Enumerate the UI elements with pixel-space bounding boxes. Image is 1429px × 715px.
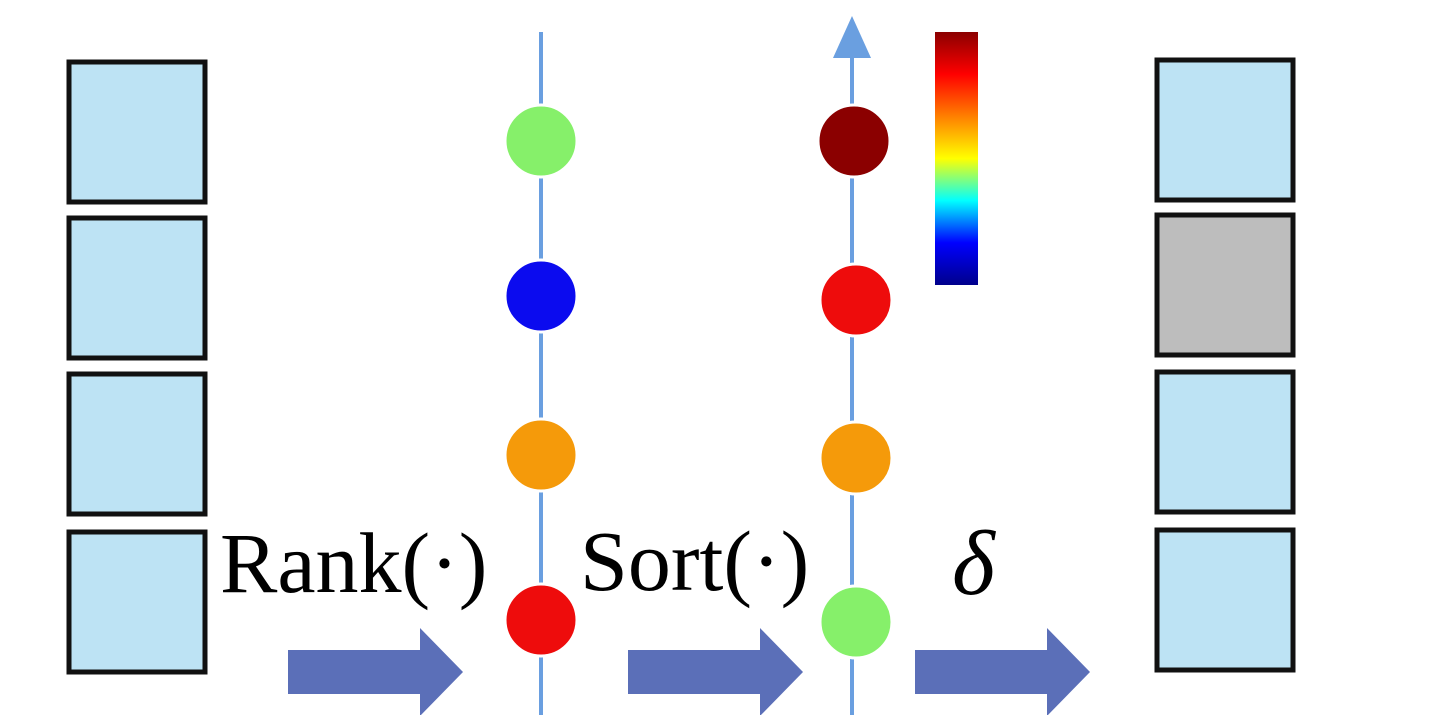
output-block-3 [1154,369,1296,515]
sort-label: Sort(·) [580,513,809,609]
rank-dot-4 [503,582,579,658]
delta-arrow [915,628,1090,715]
sort-dot-1 [816,103,892,179]
rank-dot-3 [503,417,579,493]
rank-arrow [288,628,463,715]
output-block-2 [1154,212,1296,358]
sort-axis-arrowhead [833,16,871,58]
input-block-3 [66,371,208,517]
rank-label: Rank(·) [220,515,487,611]
input-block-2 [66,215,208,361]
rank-dot-1 [503,103,579,179]
colorbar [935,32,978,285]
output-block-4 [1154,527,1296,673]
rank-column [503,32,579,715]
rank-dot-2 [503,258,579,334]
output-block-column [1154,57,1296,673]
sort-column [816,16,894,715]
sort-dot-4 [818,584,894,660]
input-block-1 [66,59,208,205]
sort-dot-2 [818,262,894,338]
transition-arrows [288,628,1090,715]
input-block-column [66,59,208,675]
input-block-4 [66,529,208,675]
output-block-1 [1154,57,1296,203]
sort-arrow [628,628,803,715]
sort-dot-3 [818,420,894,496]
delta-label: δ [952,512,996,614]
